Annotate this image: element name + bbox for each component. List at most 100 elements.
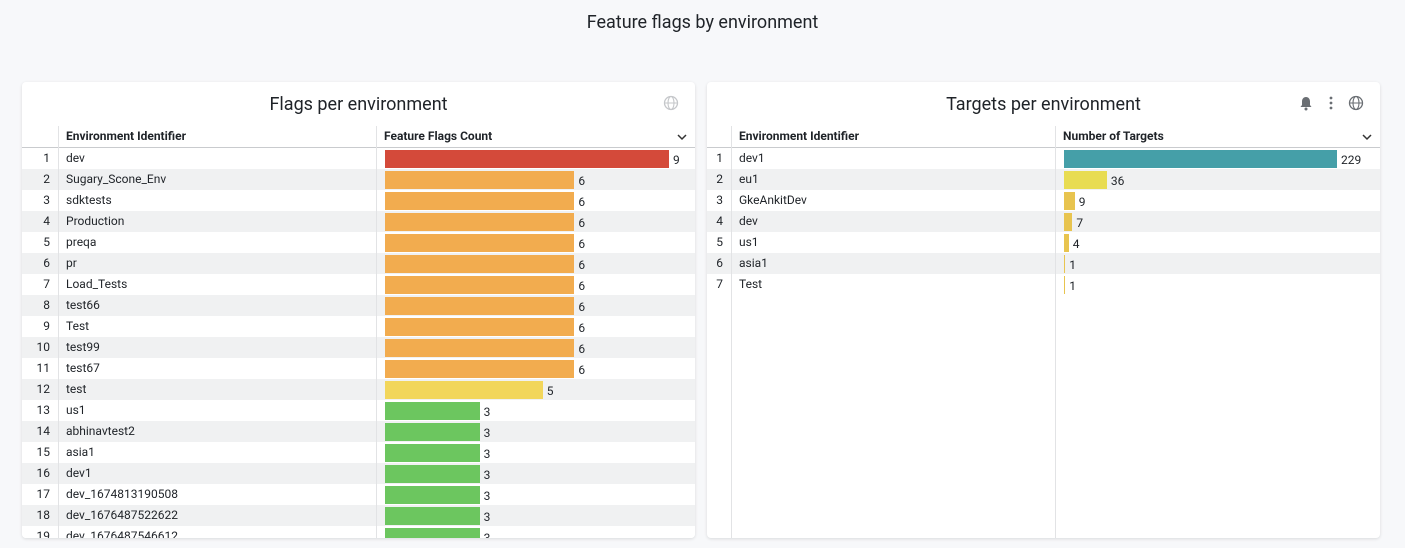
column-header: Environment Identifier xyxy=(739,129,859,143)
env-name: sdktests xyxy=(66,193,112,207)
column-header: Feature Flags Count xyxy=(384,129,493,143)
table-row: 8 test66 6 xyxy=(22,295,695,316)
env-name: Test xyxy=(66,319,90,333)
value-label: 6 xyxy=(578,279,586,293)
sort-chevron[interactable] xyxy=(677,132,687,142)
env-name: dev_1676487522622 xyxy=(66,508,178,522)
row-index: 2 xyxy=(43,172,50,186)
table-row: 14 abhinavtest2 3 xyxy=(22,421,695,442)
value-bar xyxy=(385,297,575,315)
value-bar xyxy=(1064,192,1075,210)
table-header: Environment Identifier Feature Flags Coun… xyxy=(22,126,695,148)
table-row: 17 dev_1674813190508 3 xyxy=(22,484,695,505)
value-label: 6 xyxy=(578,363,586,377)
table-row: 6 pr 6 xyxy=(22,253,695,274)
value-label: 3 xyxy=(483,531,491,538)
env-name: eu1 xyxy=(739,172,759,186)
row-index: 1 xyxy=(716,151,723,165)
value-bar xyxy=(385,213,575,231)
column-header: Environment Identifier xyxy=(66,129,186,143)
value-bar xyxy=(385,360,575,378)
row-index: 4 xyxy=(716,214,723,228)
alert-icon[interactable] xyxy=(1297,94,1315,112)
globe-icon[interactable] xyxy=(1347,94,1365,112)
value-bar xyxy=(385,171,575,189)
column-divider xyxy=(731,126,732,538)
env-name: Sugary_Scone_Env xyxy=(66,172,167,186)
env-name: dev_1676487546612 xyxy=(66,529,178,538)
table-row: 10 test99 6 xyxy=(22,337,695,358)
row-index: 18 xyxy=(36,508,51,522)
panel: Flags per environment Environment Identif… xyxy=(22,82,695,538)
value-bar xyxy=(385,528,480,538)
row-index: 7 xyxy=(43,277,50,291)
table-row: 1 dev 9 xyxy=(22,148,695,169)
value-bar xyxy=(385,486,480,504)
env-name: us1 xyxy=(739,235,759,249)
table-row: 1 dev1 229 xyxy=(707,148,1380,169)
value-label: 3 xyxy=(483,426,491,440)
sort-chevron[interactable] xyxy=(1362,132,1372,142)
column-divider xyxy=(1055,126,1056,538)
env-name: dev_1674813190508 xyxy=(66,487,178,501)
table-row: 7 Test 1 xyxy=(707,274,1380,295)
env-name: test66 xyxy=(66,298,100,312)
table-row: 15 asia1 3 xyxy=(22,442,695,463)
env-name: preqa xyxy=(66,235,97,249)
row-index: 17 xyxy=(36,487,51,501)
value-bar xyxy=(1064,213,1073,231)
env-name: dev1 xyxy=(66,466,92,480)
value-bar xyxy=(385,192,575,210)
env-name: dev1 xyxy=(739,151,765,165)
value-label: 229 xyxy=(1341,153,1362,167)
value-bar xyxy=(385,381,543,399)
value-label: 9 xyxy=(1078,195,1086,209)
row-index: 14 xyxy=(36,424,51,438)
value-bar xyxy=(385,339,575,357)
row-index: 9 xyxy=(43,319,50,333)
globe-icon[interactable] xyxy=(662,94,680,112)
value-label: 1 xyxy=(1069,258,1076,272)
value-label: 3 xyxy=(483,489,491,503)
value-label: 3 xyxy=(483,468,491,482)
row-index: 11 xyxy=(36,361,51,375)
table-row: 19 dev_1676487546612 3 xyxy=(22,526,695,538)
table-row: 11 test67 6 xyxy=(22,358,695,379)
table-row: 4 dev 7 xyxy=(707,211,1380,232)
table-row: 16 dev1 3 xyxy=(22,463,695,484)
value-bar xyxy=(385,465,480,483)
value-bar xyxy=(385,150,669,168)
value-label: 6 xyxy=(578,258,586,272)
value-label: 3 xyxy=(483,447,491,461)
panel: Targets per environment Environment Ident… xyxy=(707,82,1380,538)
env-name: us1 xyxy=(66,403,86,417)
page-title: Feature flags by environment xyxy=(586,12,819,33)
value-label: 6 xyxy=(578,195,586,209)
table-row: 18 dev_1676487522622 3 xyxy=(22,505,695,526)
value-label: 9 xyxy=(673,153,680,167)
row-index: 5 xyxy=(716,235,723,249)
panel-title: Targets per environment xyxy=(946,94,1141,115)
row-index: 16 xyxy=(36,466,51,480)
value-bar xyxy=(1064,150,1337,168)
row-index: 3 xyxy=(43,193,50,207)
env-name: Test xyxy=(739,277,763,291)
row-index: 6 xyxy=(43,256,50,270)
env-name: test xyxy=(66,382,87,396)
value-label: 6 xyxy=(578,300,586,314)
table-row: 13 us1 3 xyxy=(22,400,695,421)
value-label: 6 xyxy=(578,216,586,230)
value-label: 3 xyxy=(483,405,491,419)
row-index: 3 xyxy=(716,193,723,207)
row-index: 4 xyxy=(43,214,50,228)
value-bar xyxy=(385,318,575,336)
value-bar xyxy=(385,255,575,273)
value-label: 5 xyxy=(546,384,554,398)
row-index: 15 xyxy=(36,445,51,459)
table-row: 3 GkeAnkitDev 9 xyxy=(707,190,1380,211)
menu-icon[interactable] xyxy=(1322,94,1340,112)
column-header: Number of Targets xyxy=(1063,129,1164,143)
value-bar xyxy=(385,276,575,294)
table-row: 7 Load_Tests 6 xyxy=(22,274,695,295)
table-row: 2 eu1 36 xyxy=(707,169,1380,190)
